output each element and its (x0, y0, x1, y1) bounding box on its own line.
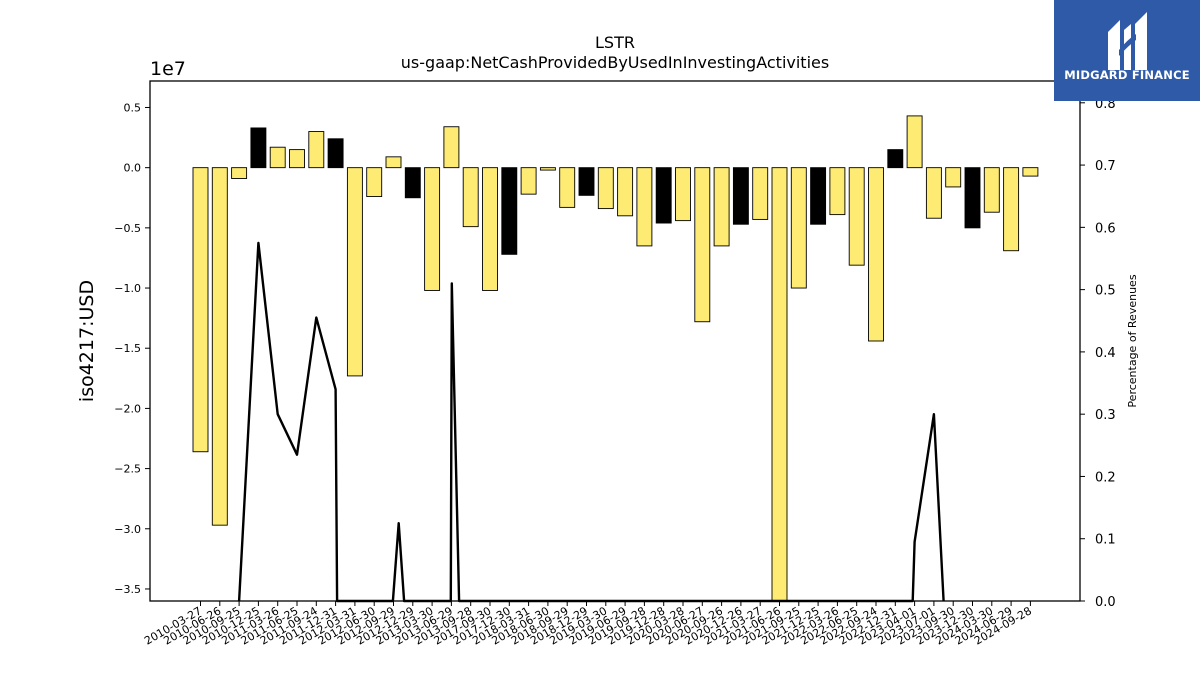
bar (597, 167, 614, 210)
bar (868, 167, 884, 342)
bar (829, 167, 846, 216)
y2-tick-label: 0.0 (1095, 595, 1116, 610)
y2-tick-label: 0.4 (1095, 346, 1116, 361)
y2-tick-label: 0.7 (1095, 159, 1116, 174)
bar (308, 131, 325, 169)
bar (482, 167, 498, 291)
bar (462, 167, 479, 228)
brand-logo: MIDGARD FINANCE (1054, 0, 1200, 101)
y2-tick-label: 0.1 (1095, 533, 1116, 548)
bar (964, 167, 981, 229)
y-tick-label: −0.5 (114, 222, 141, 235)
bar (810, 167, 827, 225)
bar (424, 167, 441, 291)
bar (559, 167, 576, 208)
bar (327, 138, 344, 169)
bar (925, 167, 942, 219)
bar (366, 167, 383, 198)
bar (501, 167, 518, 255)
bar (887, 149, 904, 169)
y-tick-label: −1.0 (114, 282, 141, 295)
y-tick-label: −3.0 (114, 523, 141, 536)
bar (848, 167, 865, 266)
y-offset-label: 1e7 (150, 58, 186, 80)
y-tick-label: −2.0 (114, 402, 141, 415)
bar (1022, 167, 1039, 177)
bar (771, 167, 788, 602)
bar (289, 149, 305, 169)
bar (443, 126, 460, 169)
bar (211, 167, 228, 526)
bar (983, 167, 1000, 213)
chart-subtitle: us-gaap:NetCashProvidedByUsedInInvesting… (401, 53, 829, 72)
plot-frame (149, 80, 1081, 602)
chart-title: LSTR (595, 33, 635, 52)
bar (636, 167, 653, 247)
bar (1003, 167, 1020, 252)
bar (539, 167, 556, 171)
bar (520, 167, 537, 195)
bar (250, 127, 267, 169)
bar (617, 167, 634, 217)
bar (269, 146, 286, 169)
bar (790, 167, 807, 289)
y-tick-label: −1.5 (114, 342, 141, 355)
y-tick-label: −3.5 (114, 583, 141, 596)
y2-tick-label: 0.6 (1095, 221, 1116, 236)
y-tick-label: −2.5 (114, 463, 141, 476)
bar (346, 167, 363, 377)
percentage-line (237, 241, 945, 603)
y-tick-label: 0.5 (124, 101, 142, 114)
bar (192, 167, 209, 453)
y2-axis-label: Percentage of Revenues (1126, 274, 1139, 407)
bar (578, 167, 595, 196)
y2-tick-label: 0.2 (1095, 470, 1116, 485)
y2-tick-label: 0.5 (1095, 284, 1116, 299)
y2-tick-label: 0.3 (1095, 408, 1116, 423)
bar (945, 167, 962, 188)
bar (231, 167, 248, 179)
y-tick-label: 0.0 (124, 162, 142, 175)
y-axis-label: iso4217:USD (76, 280, 98, 402)
bar (713, 167, 730, 247)
bar (655, 167, 672, 224)
bar (694, 167, 711, 323)
bar (732, 167, 749, 225)
bar (385, 156, 402, 169)
midgard-logo-icon (1108, 12, 1147, 70)
bar (675, 167, 691, 222)
bar (906, 115, 923, 169)
bar (404, 167, 421, 199)
bar (752, 167, 769, 220)
brand-name: MIDGARD FINANCE (1064, 68, 1190, 82)
